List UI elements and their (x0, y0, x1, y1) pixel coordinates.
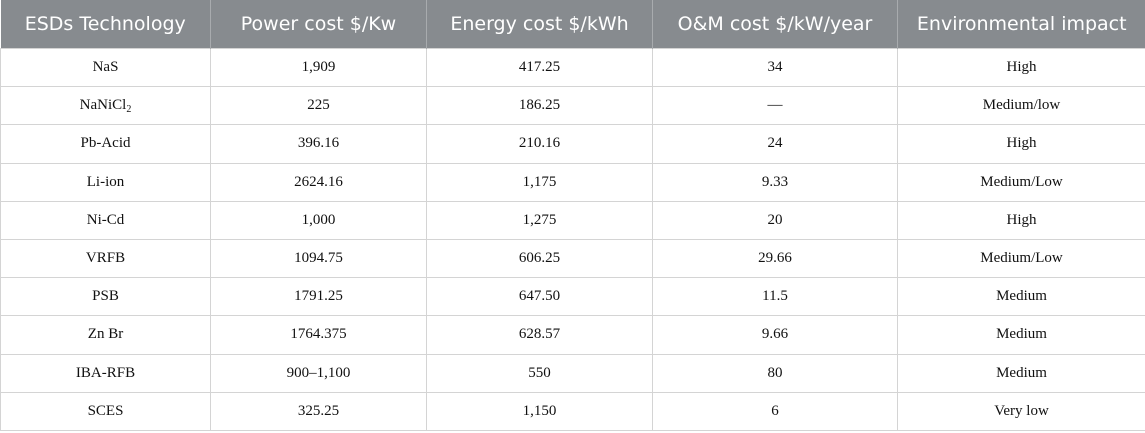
technology-name: Zn Br (87, 326, 124, 343)
header-technology: ESDs Technology (0, 0, 211, 49)
technology-name: PSB (92, 288, 119, 305)
cell-technology: Li-ion (0, 162, 211, 202)
table-row: IBA-RFB 900–1,100 550 80 Medium (0, 353, 1145, 393)
cell-environmental-impact: Medium (897, 315, 1145, 355)
table-row: PSB 1791.25 647.50 11.5 Medium (0, 277, 1145, 317)
cell-environmental-impact: Medium/Low (897, 238, 1145, 279)
technology-name: IBA-RFB (75, 364, 136, 381)
cell-environmental-impact: Medium (897, 353, 1145, 393)
cell-energy-cost: 647.50 (426, 277, 653, 317)
technology-name: Ni-Cd (86, 211, 125, 228)
cell-power-cost: 1,909 (210, 47, 427, 88)
cell-om-cost: 6 (652, 391, 898, 431)
table-row: NaNiCl2 225 186.25 — Medium/low (0, 86, 1145, 126)
technology-name: VRFB (85, 250, 126, 267)
cell-power-cost: 1,000 (210, 200, 427, 240)
cell-om-cost: 9.33 (652, 162, 898, 202)
technology-name: Pb-Acid (80, 135, 131, 152)
cell-technology: IBA-RFB (0, 353, 211, 393)
cell-om-cost: 29.66 (652, 238, 898, 279)
cell-environmental-impact: High (897, 200, 1145, 240)
cell-environmental-impact: Medium/Low (897, 162, 1145, 202)
table-row: Li-ion 2624.16 1,175 9.33 Medium/Low (0, 162, 1145, 202)
cell-power-cost: 1791.25 (210, 277, 427, 317)
cell-environmental-impact: Medium (897, 277, 1145, 317)
cell-energy-cost: 186.25 (426, 86, 653, 126)
header-om-cost: O&M cost $/kW/year (652, 0, 898, 49)
cell-om-cost: 20 (652, 200, 898, 240)
cell-technology: PSB (0, 277, 211, 317)
table-row: Ni-Cd 1,000 1,275 20 High (0, 200, 1145, 240)
cell-power-cost: 1094.75 (210, 238, 427, 279)
cell-om-cost: 11.5 (652, 277, 898, 317)
cell-energy-cost: 1,275 (426, 200, 653, 240)
cell-energy-cost: 1,175 (426, 162, 653, 202)
cell-environmental-impact: High (897, 124, 1145, 164)
cell-technology: SCES (0, 391, 211, 431)
cell-technology: NaS (0, 47, 211, 88)
cell-om-cost: 80 (652, 353, 898, 393)
cell-technology: VRFB (0, 238, 211, 279)
header-row: ESDs Technology Power cost $/Kw Energy c… (0, 0, 1145, 49)
table-row: NaS 1,909 417.25 34 High (0, 47, 1145, 88)
technology-name: SCES (87, 402, 124, 419)
cell-om-cost: 34 (652, 47, 898, 88)
cell-energy-cost: 628.57 (426, 315, 653, 355)
cell-technology: NaNiCl2 (0, 86, 211, 126)
header-power-cost: Power cost $/Kw (210, 0, 427, 49)
header-energy-cost: Energy cost $/kWh (426, 0, 653, 49)
technology-name: Li-ion (86, 173, 125, 190)
cell-environmental-impact: Very low (897, 391, 1145, 431)
cell-environmental-impact: High (897, 47, 1145, 88)
cell-om-cost: 24 (652, 124, 898, 164)
technology-subscript: 2 (126, 103, 132, 115)
technology-name: NaNiCl (79, 96, 127, 113)
table-body: NaS 1,909 417.25 34 High NaNiCl2 225 186… (0, 47, 1145, 431)
cell-technology: Pb-Acid (0, 124, 211, 164)
cell-technology: Zn Br (0, 315, 211, 355)
table-row: SCES 325.25 1,150 6 Very low (0, 391, 1145, 431)
cell-power-cost: 396.16 (210, 124, 427, 164)
cell-technology: Ni-Cd (0, 200, 211, 240)
cell-environmental-impact: Medium/low (897, 86, 1145, 126)
table-row: Pb-Acid 396.16 210.16 24 High (0, 124, 1145, 164)
table-row: Zn Br 1764.375 628.57 9.66 Medium (0, 315, 1145, 355)
cell-power-cost: 2624.16 (210, 162, 427, 202)
cell-power-cost: 325.25 (210, 391, 427, 431)
table-row: VRFB 1094.75 606.25 29.66 Medium/Low (0, 238, 1145, 279)
table-header: ESDs Technology Power cost $/Kw Energy c… (0, 0, 1145, 49)
cell-energy-cost: 1,150 (426, 391, 653, 431)
cell-om-cost: — (652, 86, 898, 126)
cell-power-cost: 225 (210, 86, 427, 126)
cell-om-cost: 9.66 (652, 315, 898, 355)
cell-energy-cost: 210.16 (426, 124, 653, 164)
cell-energy-cost: 417.25 (426, 47, 653, 88)
cell-energy-cost: 550 (426, 353, 653, 393)
header-environmental-impact: Environmental impact (897, 0, 1145, 49)
cell-power-cost: 1764.375 (210, 315, 427, 355)
cell-power-cost: 900–1,100 (210, 353, 427, 393)
technology-name: NaS (92, 59, 119, 76)
cell-energy-cost: 606.25 (426, 238, 653, 279)
